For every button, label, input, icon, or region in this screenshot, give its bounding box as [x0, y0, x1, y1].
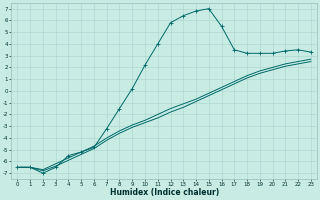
- X-axis label: Humidex (Indice chaleur): Humidex (Indice chaleur): [109, 188, 219, 197]
